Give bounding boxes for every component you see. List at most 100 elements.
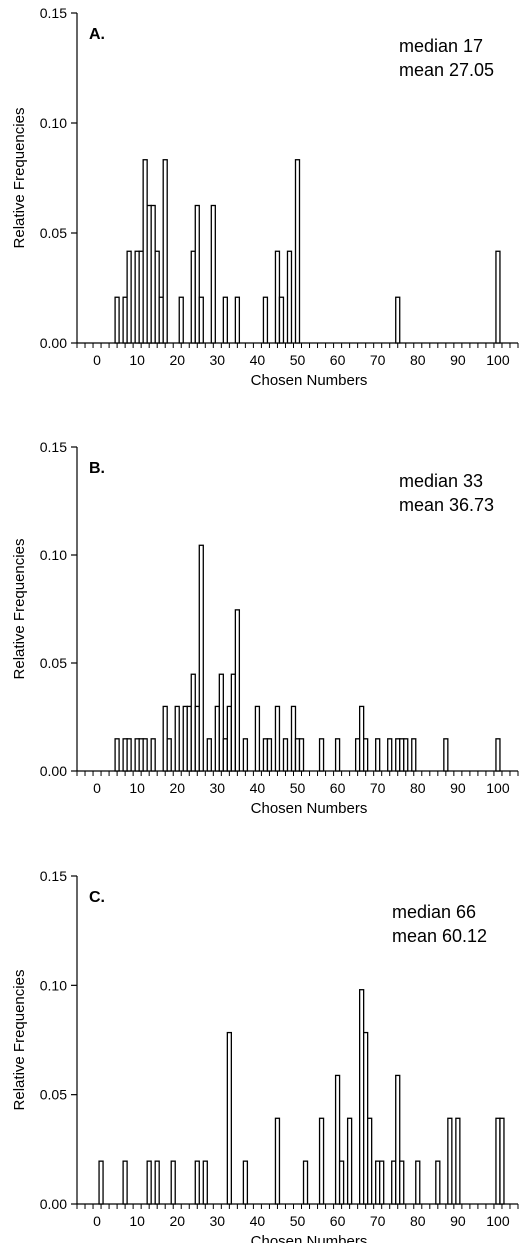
bar (98, 1160, 104, 1205)
bar (114, 738, 120, 772)
x-tick-label: 70 (370, 780, 386, 796)
bar (142, 738, 148, 772)
x-tick-label: 40 (250, 780, 266, 796)
x-tick-label: 50 (290, 1213, 306, 1229)
y-tick-label: 0.00 (40, 763, 67, 779)
bar (399, 1160, 405, 1205)
x-tick-label: 10 (129, 780, 145, 796)
y-tick-label: 0.05 (40, 655, 67, 671)
y-tick-label: 0.10 (40, 115, 67, 131)
x-tick-label: 10 (129, 1213, 145, 1229)
median-annotation: median 66 (392, 902, 476, 922)
bar (226, 1031, 232, 1205)
bar (150, 738, 156, 772)
chart-panel-a: 0.00 0.05 0.10 0.15 0 10 20 30 40 50 60 70 80 90 100 Ch… (11, 5, 519, 389)
bar (266, 738, 273, 772)
bar (234, 296, 241, 344)
bar (298, 738, 305, 772)
bar (363, 738, 369, 772)
x-tick-label: 90 (450, 352, 466, 368)
bar (495, 738, 501, 772)
bar (318, 738, 325, 772)
bar (318, 1117, 325, 1205)
panel-label: C. (89, 889, 105, 906)
bar (367, 1117, 373, 1205)
x-tick-label: 100 (486, 1213, 510, 1229)
bar (447, 1117, 453, 1205)
x-tick-label: 60 (330, 780, 346, 796)
bar (302, 1160, 309, 1205)
x-tick-label: 0 (93, 780, 101, 796)
bar (202, 1160, 208, 1205)
bar (162, 159, 168, 344)
bar (435, 1160, 441, 1205)
bar (334, 738, 341, 772)
bar (166, 738, 172, 772)
bar (443, 738, 449, 772)
chart-panel-c: 0.00 0.05 0.10 0.15 0 10 20 30 40 50 60 70 80 90 100 Ch… (11, 868, 519, 1243)
x-tick-label: 70 (370, 1213, 386, 1229)
x-tick-label: 70 (370, 352, 386, 368)
x-tick-label: 80 (410, 1213, 426, 1229)
y-axis-title: Relative Frequencies (11, 970, 28, 1111)
bar (387, 738, 393, 772)
x-axis-title: Chosen Numbers (251, 372, 368, 389)
x-tick-label: 100 (486, 352, 510, 368)
x-tick-label: 50 (290, 780, 306, 796)
x-tick-label: 30 (210, 780, 226, 796)
bar (194, 204, 200, 344)
x-tick-label: 20 (169, 1213, 185, 1229)
bar (198, 296, 204, 344)
x-tick-label: 10 (129, 352, 145, 368)
bar (122, 1160, 128, 1205)
bar (234, 609, 241, 772)
bar (403, 738, 409, 772)
bar (210, 204, 216, 344)
bar (455, 1117, 461, 1205)
bar (286, 250, 293, 344)
mean-annotation: mean 27.05 (399, 60, 494, 80)
x-tick-label: 90 (450, 1213, 466, 1229)
x-axis-title: Chosen Numbers (251, 800, 368, 817)
bar (174, 705, 180, 772)
x-tick-label: 20 (169, 352, 185, 368)
panel-label: A. (89, 26, 105, 43)
y-tick-label: 0.05 (40, 1087, 67, 1103)
x-tick-label: 60 (330, 352, 346, 368)
x-tick-label: 0 (93, 352, 101, 368)
y-tick-label: 0.00 (40, 1196, 67, 1212)
bar (395, 296, 401, 344)
y-axis-title: Relative Frequencies (11, 108, 28, 249)
bar (178, 296, 184, 344)
bar (338, 1160, 345, 1205)
x-tick-label: 80 (410, 352, 426, 368)
x-tick-label: 20 (169, 780, 185, 796)
panel-label: B. (89, 460, 105, 477)
bar (194, 1160, 200, 1205)
x-axis-title: Chosen Numbers (251, 1233, 368, 1243)
bar (411, 738, 417, 772)
y-tick-label: 0.05 (40, 225, 67, 241)
bar (242, 738, 249, 772)
x-tick-label: 30 (210, 352, 226, 368)
y-tick-label: 0.10 (40, 977, 67, 993)
chart-panel-b: 0.00 0.05 0.10 0.15 0 10 20 30 40 50 60 70 80 90 100 Ch… (11, 439, 519, 817)
x-tick-label: 100 (486, 780, 510, 796)
bar (375, 738, 381, 772)
bar (146, 1160, 152, 1205)
bar (126, 738, 132, 772)
x-tick-label: 50 (290, 352, 306, 368)
bar (262, 296, 269, 344)
mean-annotation: mean 60.12 (392, 926, 487, 946)
bar (206, 738, 212, 772)
y-tick-label: 0.15 (40, 5, 67, 21)
x-tick-label: 40 (250, 1213, 266, 1229)
bar (218, 673, 224, 772)
bar (114, 296, 120, 344)
mean-annotation: mean 36.73 (399, 495, 494, 515)
bar (242, 1160, 249, 1205)
x-tick-label: 90 (450, 780, 466, 796)
median-annotation: median 33 (399, 471, 483, 491)
y-tick-label: 0.15 (40, 439, 67, 455)
x-tick-label: 40 (250, 352, 266, 368)
